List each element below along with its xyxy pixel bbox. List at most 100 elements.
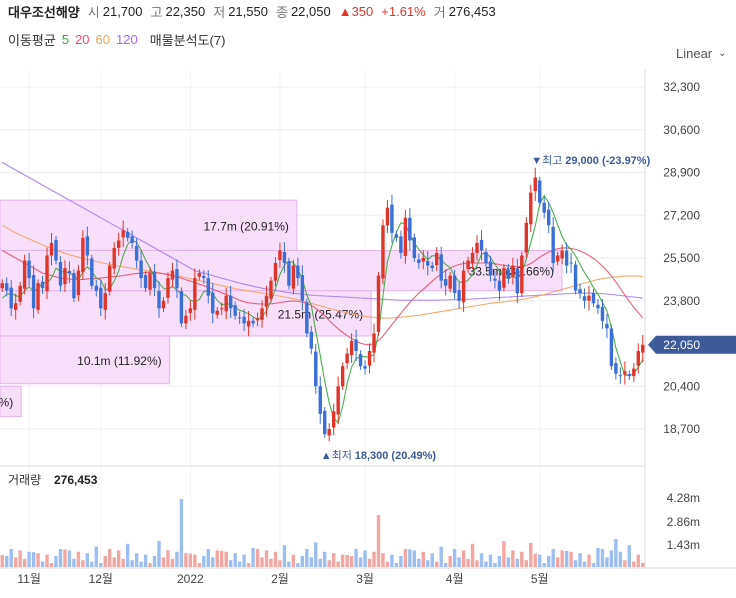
volume-bar: [542, 563, 546, 567]
candle: [466, 256, 470, 273]
open-value: 21,700: [102, 3, 143, 19]
candle-body: [0, 283, 4, 289]
volume-bar: [412, 550, 417, 567]
candle: [546, 201, 551, 234]
candle: [349, 333, 354, 363]
candle-body: [108, 265, 112, 292]
y-tick-label: 30,600: [663, 123, 700, 137]
candle: [305, 298, 309, 338]
candle: [470, 247, 475, 270]
candle: [206, 270, 210, 304]
chevron-down-icon: ⌄: [718, 48, 727, 59]
candle-body: [27, 260, 31, 279]
volume-bar: [452, 549, 457, 567]
candle-body: [529, 192, 533, 225]
candle: [273, 257, 278, 287]
candle: [551, 217, 555, 273]
candle: [318, 376, 322, 424]
min-annotation-label: ▲최저: [321, 449, 352, 462]
volume-bar: [58, 549, 63, 567]
candle-body: [94, 285, 99, 291]
candle: [143, 271, 148, 292]
high-value: 22,350: [165, 3, 206, 19]
volume-bar: [582, 561, 587, 567]
candle: [228, 285, 233, 319]
candle: [430, 261, 434, 272]
candle: [358, 350, 363, 370]
volume-bar: [27, 551, 31, 567]
candle-body: [206, 278, 210, 296]
candle-body: [5, 283, 9, 291]
candle-body: [40, 281, 45, 289]
ma-line-ma120: [1, 161, 643, 301]
candle: [372, 323, 376, 363]
candle: [340, 362, 345, 391]
candle-body: [376, 275, 381, 332]
candle: [331, 403, 336, 436]
volume-bar: [220, 550, 224, 567]
candle: [54, 236, 58, 265]
candle-body: [578, 289, 582, 294]
candle: [614, 357, 618, 380]
ma-5-label: 5: [61, 32, 70, 47]
candle: [493, 270, 497, 289]
volume-bar: [399, 556, 403, 567]
ma-legend[interactable]: 이동평균 5 20 60 120 매물분석도(7): [8, 30, 231, 49]
volume-bar: [139, 561, 143, 567]
candle: [215, 307, 219, 319]
candle-body: [641, 344, 645, 353]
candle: [287, 257, 291, 290]
candle-body: [636, 351, 640, 366]
y-tick-label: 28,900: [663, 166, 700, 180]
volume-tick-label: 1.43m: [667, 538, 700, 552]
volume-bar: [99, 563, 103, 567]
volume-bar: [81, 560, 85, 567]
volume-bar: [206, 549, 210, 567]
candle: [264, 285, 269, 317]
volume-bar: [488, 554, 493, 567]
candle-body: [251, 320, 255, 324]
candle: [9, 279, 13, 317]
volume-bar: [116, 550, 121, 567]
volume-bar: [5, 556, 9, 567]
volume-bar: [331, 553, 336, 567]
candle-body: [323, 410, 327, 435]
candle-body: [484, 251, 488, 264]
candle: [99, 279, 103, 317]
candle: [63, 260, 67, 292]
candle: [484, 248, 488, 267]
candle: [108, 261, 112, 296]
candle-body: [381, 225, 385, 279]
volume-bar: [470, 543, 475, 567]
candle: [345, 347, 349, 369]
candle-body: [215, 310, 219, 315]
candle-body: [121, 230, 125, 238]
volume-bar: [157, 541, 161, 567]
candle: [520, 251, 524, 297]
candle: [81, 230, 85, 280]
volume-bar: [538, 554, 542, 567]
volume-bar: [148, 563, 152, 567]
candle: [475, 235, 479, 261]
candle: [403, 209, 408, 264]
volume-bar: [184, 553, 188, 567]
candle: [555, 251, 560, 266]
candle-body: [412, 237, 417, 258]
candle: [354, 329, 358, 361]
candle: [461, 260, 466, 313]
candle-body: [233, 305, 237, 316]
y-tick-label: 23,800: [663, 294, 700, 308]
candle-body: [314, 351, 318, 387]
candle-body: [81, 237, 85, 273]
volume-bar: [305, 549, 309, 567]
candle-body: [546, 209, 551, 226]
candle: [596, 298, 600, 315]
volume-bar: [121, 558, 125, 567]
candle-body: [372, 333, 376, 353]
scale-dropdown[interactable]: Linear ⌄: [676, 46, 727, 61]
candle-body: [242, 316, 246, 324]
volume-bar: [475, 560, 479, 567]
volume-bar: [506, 557, 511, 567]
candle-body: [569, 262, 573, 264]
